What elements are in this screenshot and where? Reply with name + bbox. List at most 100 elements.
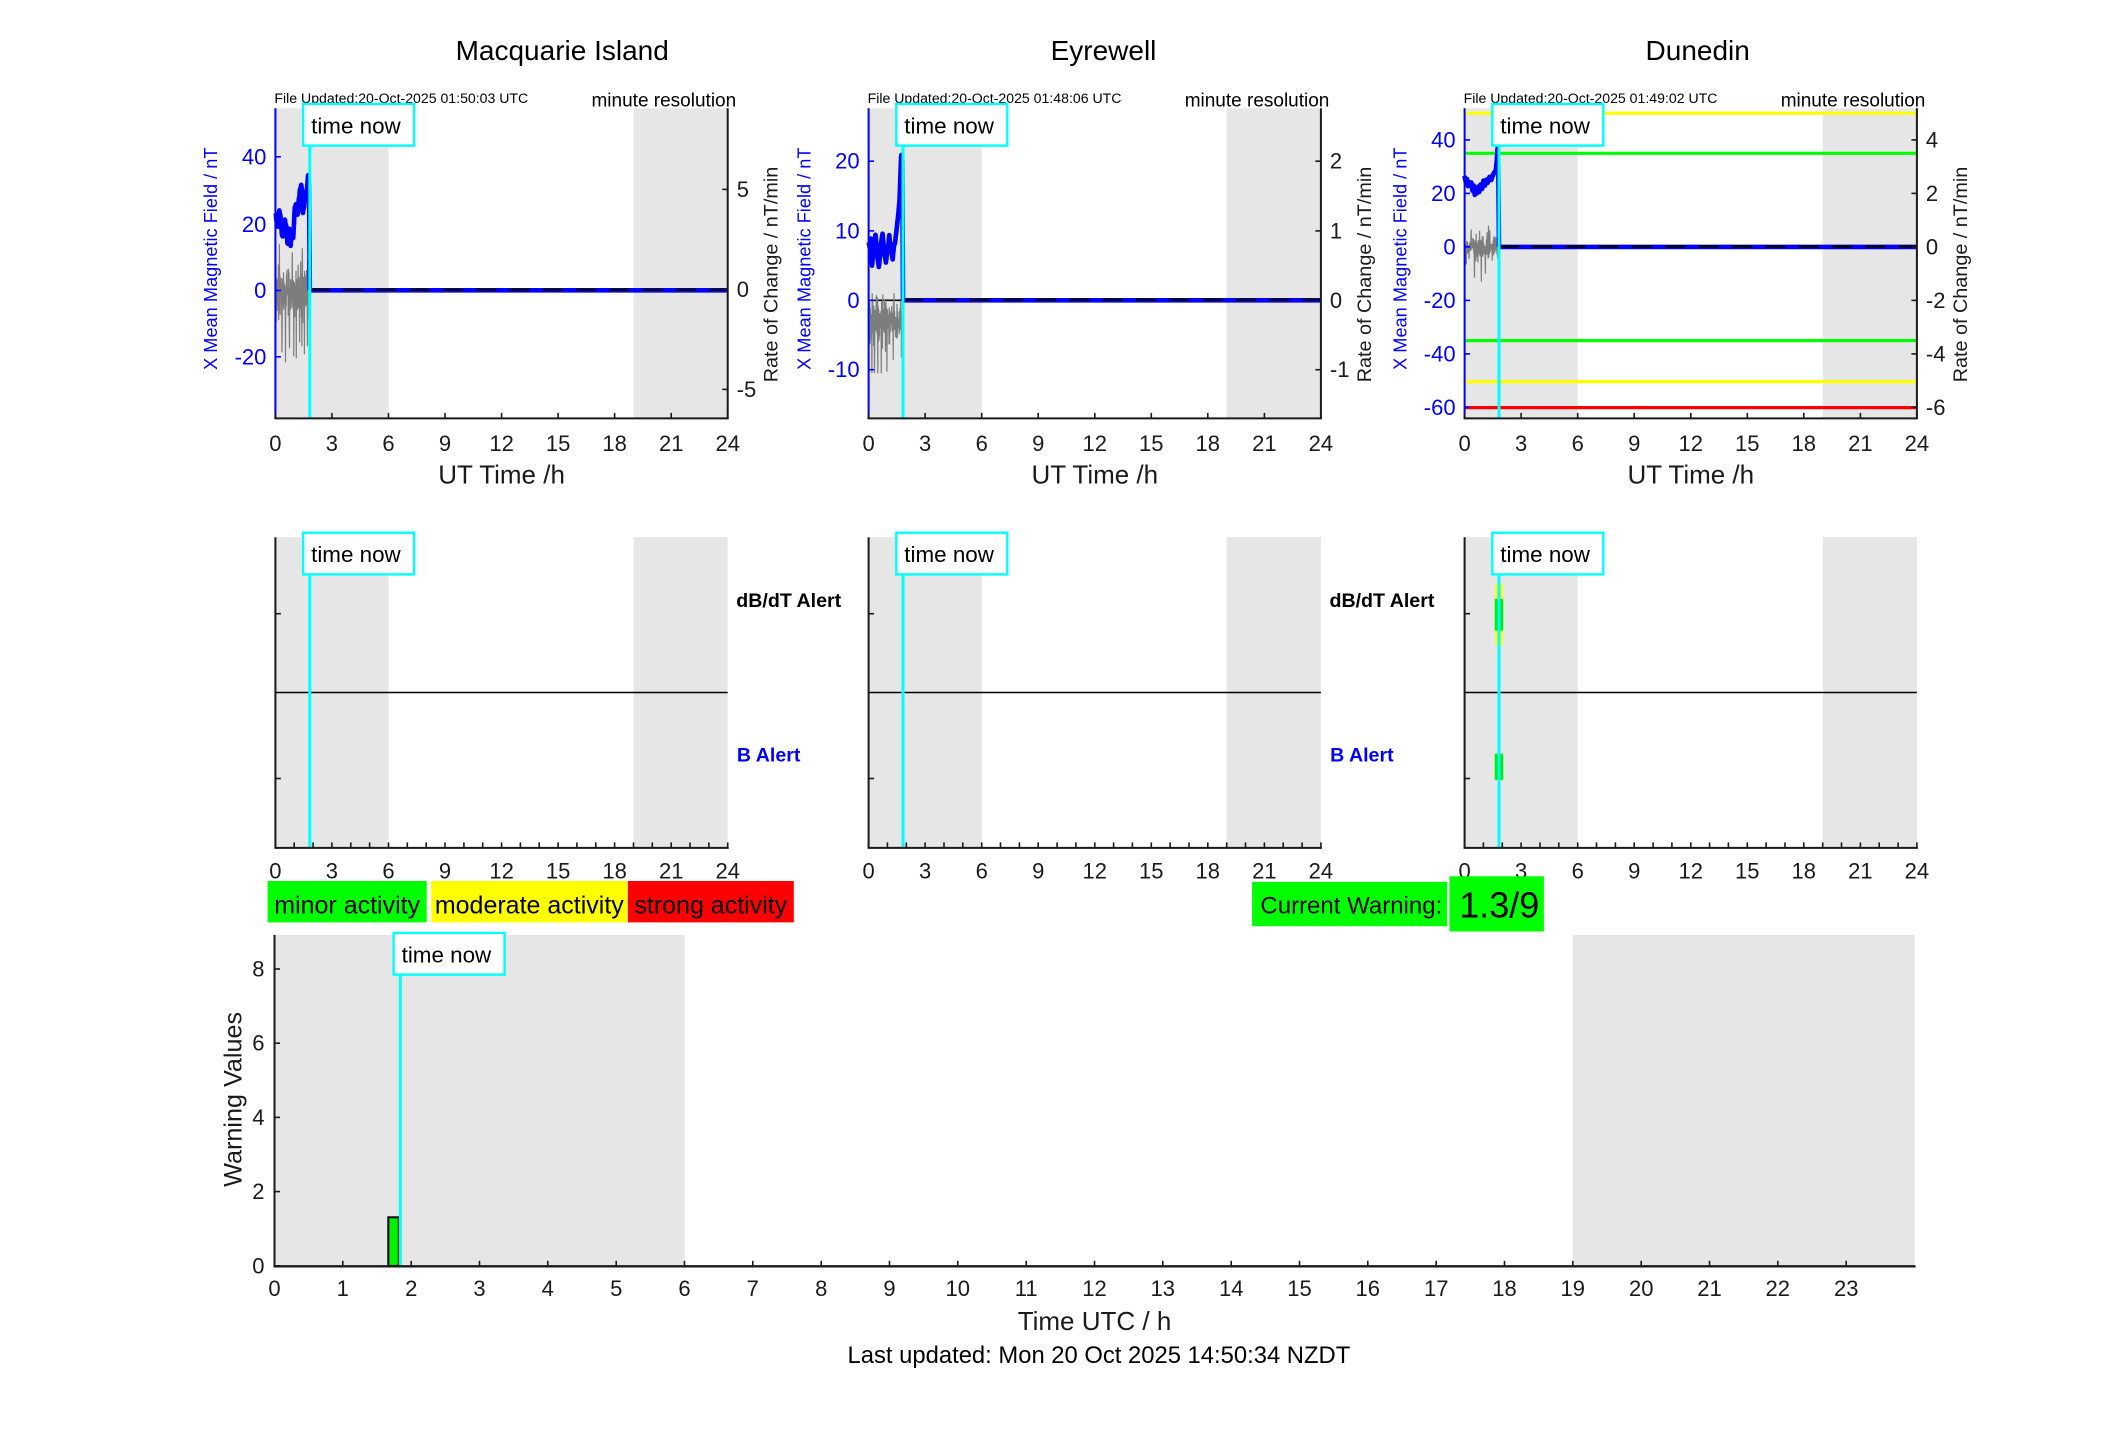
svg-text:B Alert: B Alert	[737, 745, 801, 767]
svg-text:18: 18	[1196, 431, 1220, 456]
svg-text:6: 6	[678, 1276, 690, 1301]
svg-text:6: 6	[252, 1031, 264, 1056]
svg-text:20: 20	[1431, 181, 1455, 206]
svg-text:21: 21	[1252, 431, 1276, 456]
svg-text:24: 24	[1309, 859, 1333, 884]
svg-text:40: 40	[242, 144, 266, 169]
svg-text:10: 10	[946, 1276, 970, 1301]
svg-text:20: 20	[242, 212, 266, 237]
svg-text:File Updated:20-Oct-2025 01:50: File Updated:20-Oct-2025 01:50:03 UTC	[274, 90, 528, 106]
svg-text:11: 11	[1015, 1276, 1038, 1301]
svg-text:19: 19	[1561, 1276, 1585, 1301]
svg-text:time now: time now	[311, 113, 401, 138]
svg-text:16: 16	[1356, 1276, 1380, 1301]
svg-text:minute resolution: minute resolution	[1781, 91, 1926, 112]
svg-text:X Mean Magnetic Field / nT: X Mean Magnetic Field / nT	[1390, 148, 1410, 370]
svg-text:Last updated: Mon 20 Oct 2025: Last updated: Mon 20 Oct 2025 14:50:34 N…	[848, 1342, 1351, 1369]
svg-text:9: 9	[439, 431, 451, 456]
svg-text:6: 6	[1572, 859, 1584, 884]
svg-text:time now: time now	[1500, 542, 1590, 567]
svg-text:40: 40	[1431, 127, 1455, 152]
svg-text:15: 15	[1735, 431, 1759, 456]
svg-text:time now: time now	[904, 542, 994, 567]
svg-text:minute resolution: minute resolution	[591, 91, 736, 112]
svg-text:12: 12	[1679, 859, 1703, 884]
svg-text:18: 18	[602, 859, 626, 884]
svg-text:18: 18	[1792, 859, 1816, 884]
svg-text:20: 20	[1629, 1276, 1653, 1301]
svg-text:12: 12	[1082, 1276, 1106, 1301]
svg-text:-1: -1	[1330, 357, 1350, 382]
svg-text:18: 18	[1196, 859, 1220, 884]
svg-text:13: 13	[1151, 1276, 1175, 1301]
svg-text:9: 9	[1032, 859, 1044, 884]
svg-text:18: 18	[1792, 431, 1816, 456]
svg-text:Macquarie Island: Macquarie Island	[456, 35, 669, 66]
svg-text:3: 3	[1515, 431, 1527, 456]
svg-text:-4: -4	[1926, 341, 1946, 366]
svg-text:0: 0	[254, 278, 266, 303]
svg-text:UT Time /h: UT Time /h	[1031, 460, 1158, 490]
svg-text:moderate activity: moderate activity	[435, 892, 624, 920]
svg-text:6: 6	[976, 859, 988, 884]
svg-text:9: 9	[1032, 431, 1044, 456]
svg-text:X Mean Magnetic Field / nT: X Mean Magnetic Field / nT	[794, 148, 814, 370]
svg-text:0: 0	[1443, 234, 1455, 259]
svg-text:Rate of Change / nT/min: Rate of Change / nT/min	[761, 167, 783, 383]
svg-text:0: 0	[1926, 234, 1938, 259]
svg-text:dB/dT Alert: dB/dT Alert	[736, 590, 841, 612]
svg-text:12: 12	[1679, 431, 1703, 456]
svg-text:14: 14	[1219, 1276, 1243, 1301]
svg-text:time now: time now	[904, 113, 994, 138]
svg-text:0: 0	[252, 1253, 264, 1278]
svg-text:3: 3	[326, 431, 338, 456]
svg-text:3: 3	[919, 431, 931, 456]
svg-text:20: 20	[835, 149, 859, 174]
svg-text:21: 21	[1697, 1276, 1721, 1301]
svg-text:9: 9	[883, 1276, 895, 1301]
svg-text:18: 18	[602, 431, 626, 456]
svg-text:15: 15	[1139, 431, 1163, 456]
svg-text:8: 8	[815, 1276, 827, 1301]
svg-text:0: 0	[268, 1276, 280, 1301]
svg-text:7: 7	[747, 1276, 759, 1301]
svg-text:0: 0	[269, 431, 281, 456]
svg-text:minute resolution: minute resolution	[1185, 91, 1330, 112]
svg-text:-20: -20	[235, 344, 267, 369]
svg-text:4: 4	[1926, 127, 1938, 152]
svg-text:17: 17	[1424, 1276, 1448, 1301]
svg-text:21: 21	[1848, 431, 1872, 456]
svg-text:15: 15	[1735, 859, 1759, 884]
svg-text:0: 0	[737, 277, 749, 302]
svg-text:time now: time now	[402, 942, 492, 967]
svg-text:24: 24	[715, 431, 739, 456]
svg-text:24: 24	[715, 859, 739, 884]
svg-text:UT Time /h: UT Time /h	[438, 460, 565, 490]
svg-text:15: 15	[546, 431, 570, 456]
svg-text:3: 3	[326, 859, 338, 884]
svg-text:-40: -40	[1424, 341, 1456, 366]
svg-text:2: 2	[1926, 181, 1938, 206]
svg-text:-60: -60	[1424, 395, 1456, 420]
svg-text:1: 1	[1330, 218, 1342, 243]
svg-text:4: 4	[252, 1105, 264, 1130]
svg-text:0: 0	[862, 859, 874, 884]
svg-text:21: 21	[659, 431, 683, 456]
svg-text:-5: -5	[737, 377, 757, 402]
svg-text:Dunedin: Dunedin	[1646, 35, 1750, 66]
svg-text:3: 3	[473, 1276, 485, 1301]
svg-text:9: 9	[1628, 859, 1640, 884]
svg-text:12: 12	[489, 859, 513, 884]
svg-text:File Updated:20-Oct-2025 01:49: File Updated:20-Oct-2025 01:49:02 UTC	[1464, 90, 1718, 106]
svg-text:15: 15	[546, 859, 570, 884]
svg-text:0: 0	[1330, 288, 1342, 313]
svg-text:File Updated:20-Oct-2025 01:48: File Updated:20-Oct-2025 01:48:06 UTC	[868, 90, 1122, 106]
svg-text:4: 4	[542, 1276, 554, 1301]
svg-text:21: 21	[659, 859, 683, 884]
svg-text:Time UTC / h: Time UTC / h	[1018, 1306, 1172, 1336]
svg-text:-20: -20	[1424, 288, 1456, 313]
svg-text:6: 6	[976, 431, 988, 456]
svg-text:5: 5	[737, 177, 749, 202]
svg-text:UT Time /h: UT Time /h	[1627, 460, 1754, 490]
svg-text:18: 18	[1492, 1276, 1516, 1301]
